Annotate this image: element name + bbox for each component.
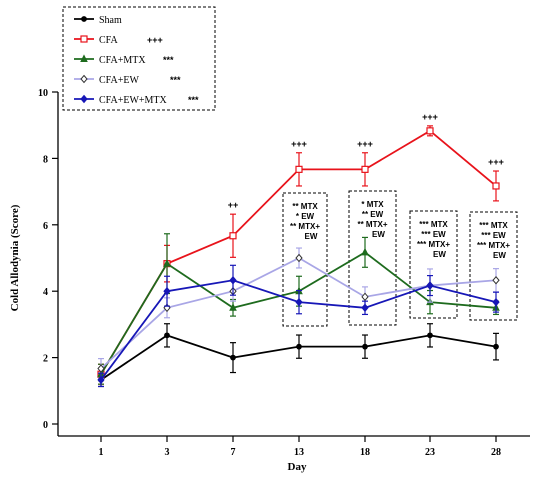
data-point bbox=[492, 275, 500, 285]
legend-label: CFA bbox=[99, 35, 118, 46]
legend-label: CFA+EW bbox=[99, 75, 139, 86]
significance-box-line: EW bbox=[493, 251, 506, 260]
data-point bbox=[493, 343, 499, 350]
data-point bbox=[97, 375, 105, 385]
significance-box-day-23 bbox=[409, 210, 458, 319]
x-tick-label: 28 bbox=[491, 447, 501, 458]
data-point bbox=[492, 182, 500, 190]
data-point bbox=[361, 292, 369, 302]
cfa-significance-label: +++ bbox=[422, 112, 438, 122]
data-point bbox=[295, 253, 303, 263]
cfa-significance-label: +++ bbox=[291, 139, 307, 149]
series-group bbox=[97, 125, 500, 388]
x-axis-label: Day bbox=[288, 461, 307, 473]
data-point bbox=[361, 247, 369, 256]
legend-marker bbox=[80, 35, 88, 43]
legend-marker bbox=[80, 74, 88, 84]
data-point bbox=[296, 343, 302, 350]
data-point bbox=[229, 232, 237, 240]
data-point bbox=[492, 297, 500, 307]
data-point bbox=[163, 286, 171, 296]
x-tick-label: 1 bbox=[99, 447, 104, 458]
data-point bbox=[361, 165, 369, 173]
data-point bbox=[163, 259, 171, 267]
data-point bbox=[295, 297, 303, 307]
significance-box-line: *** MTX bbox=[479, 221, 508, 230]
data-point bbox=[229, 275, 237, 285]
y-tick-label: 6 bbox=[43, 221, 48, 232]
legend-label: CFA+EW+MTX bbox=[99, 95, 168, 106]
significance-box-line: * EW bbox=[296, 212, 315, 221]
significance-box-day-18 bbox=[348, 190, 397, 326]
significance-box-day-28 bbox=[469, 211, 518, 321]
significance-box-line: EW bbox=[305, 232, 318, 241]
x-tick-label: 18 bbox=[360, 447, 370, 458]
legend-significance: *** bbox=[188, 95, 199, 105]
y-tick-label: 4 bbox=[43, 287, 48, 298]
y-tick-label: 8 bbox=[43, 154, 48, 165]
legend-marker bbox=[80, 54, 88, 62]
legend-significance: *** bbox=[170, 75, 181, 85]
data-point bbox=[230, 354, 236, 361]
data-point bbox=[164, 332, 170, 339]
cfa-significance-label: +++ bbox=[488, 157, 504, 167]
legend-marker bbox=[80, 94, 88, 104]
x-ticks: 1 3 7 13 18 23 28 bbox=[99, 436, 501, 458]
data-point bbox=[361, 303, 369, 313]
data-point bbox=[426, 127, 434, 135]
significance-box-line: *** MTX bbox=[419, 220, 448, 229]
x-tick-label: 7 bbox=[231, 447, 236, 458]
x-tick-label: 23 bbox=[425, 447, 435, 458]
significance-box-line: *** MTX+ bbox=[417, 240, 450, 249]
data-point bbox=[295, 165, 303, 173]
significance-box-line: ** MTX+ bbox=[290, 222, 320, 231]
y-ticks: 0 2 4 6 8 10 bbox=[38, 88, 58, 431]
significance-box-line: *** MTX+ bbox=[477, 241, 510, 250]
significance-box-line: *** EW bbox=[481, 231, 506, 240]
significance-box-line: EW bbox=[372, 230, 385, 239]
x-tick-label: 13 bbox=[294, 447, 304, 458]
cfa-annotations: +++++ +++++++++ bbox=[228, 112, 504, 210]
significance-box-line: ** MTX+ bbox=[357, 220, 387, 229]
legend-marker bbox=[81, 16, 87, 22]
data-point bbox=[362, 343, 368, 350]
y-tick-label: 0 bbox=[43, 420, 48, 431]
y-tick-label: 10 bbox=[38, 88, 48, 99]
cfa-significance-label: ++ bbox=[228, 200, 239, 210]
axes bbox=[57, 92, 530, 437]
legend-label: Sham bbox=[99, 15, 122, 26]
data-point bbox=[97, 364, 105, 373]
x-tick-label: 3 bbox=[165, 447, 170, 458]
data-point bbox=[426, 281, 434, 290]
y-tick-label: 2 bbox=[43, 354, 48, 365]
cfa-significance-label: +++ bbox=[357, 139, 373, 149]
significance-box-line: * MTX bbox=[361, 200, 384, 209]
legend-label: CFA+MTX bbox=[99, 55, 146, 66]
significance-box-day-13 bbox=[282, 192, 328, 327]
significance-box-line: ** EW bbox=[362, 210, 384, 219]
series-cfa-ew-mtx bbox=[97, 264, 500, 388]
legend-significance: +++ bbox=[147, 35, 163, 45]
significance-box-line: ** MTX bbox=[292, 202, 318, 211]
y-axis-label: Cold Allodynia (Score) bbox=[9, 204, 21, 311]
significance-box-line: EW bbox=[433, 250, 446, 259]
data-point bbox=[427, 332, 433, 339]
series-sham bbox=[98, 323, 499, 388]
significance-boxes: ** MTX* EW** MTX+EW* MTX** EW** MTX+EW**… bbox=[282, 190, 518, 327]
significance-box-line: *** EW bbox=[421, 230, 446, 239]
legend-significance: *** bbox=[163, 55, 174, 65]
data-point bbox=[229, 303, 237, 311]
